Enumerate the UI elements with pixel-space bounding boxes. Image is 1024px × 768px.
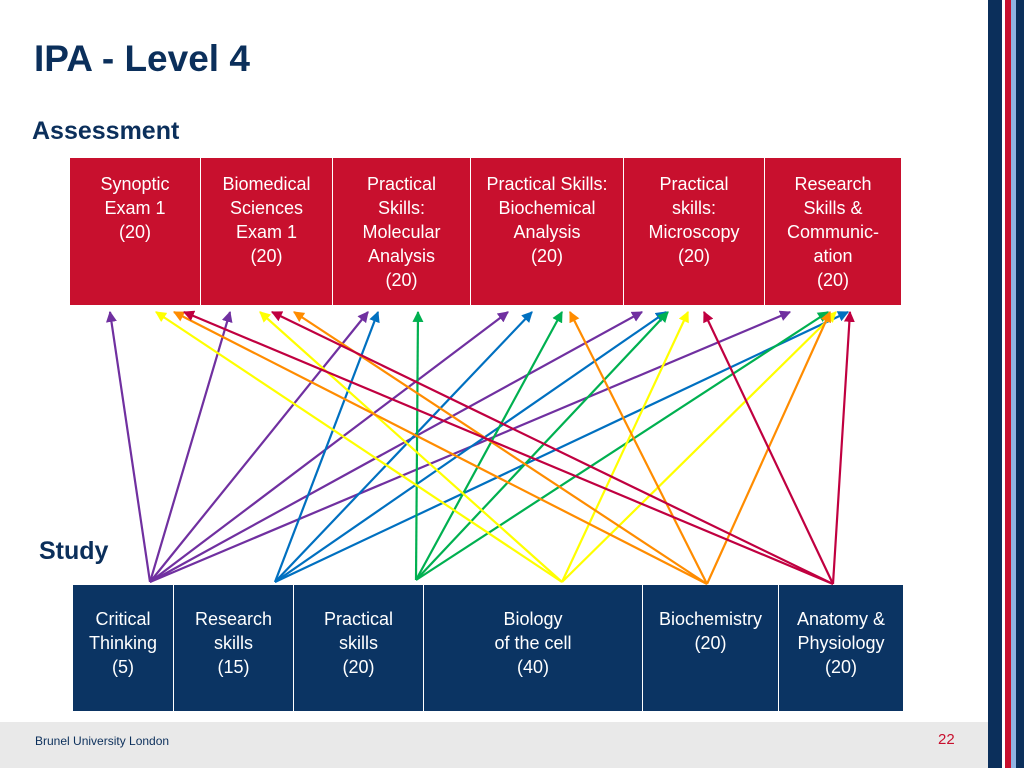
assessment-box-biochemical: Practical Skills: Biochemical Analysis (… [471, 158, 624, 305]
study-box-critical-thinking: Critical Thinking (5) [73, 585, 174, 711]
study-heading: Study [39, 537, 109, 565]
arrow-practical-to-microscopy [415, 311, 669, 581]
assessment-box-microscopy: Practical skills: Microscopy (20) [624, 158, 765, 305]
arrow-critical-to-biomedical [148, 310, 233, 583]
study-box-biochemistry: Biochemistry (20) [643, 585, 779, 711]
assessment-band: Synoptic Exam 1 (20) Biomedical Sciences… [70, 158, 901, 305]
arrow-practical-to-molecular [412, 310, 424, 581]
arrow-practical-to-research_comm [415, 311, 829, 581]
assessment-box-synoptic: Synoptic Exam 1 (20) [70, 158, 201, 305]
arrow-critical-to-synoptic [106, 310, 152, 583]
arrow-research-to-research_comm [274, 311, 849, 583]
arrow-biology-to-research_comm [561, 311, 837, 583]
edge-stripe-1 [988, 0, 1002, 768]
edge-stripe-3 [1005, 0, 1011, 768]
study-box-biology-of-the-cell: Biology of the cell (40) [424, 585, 643, 711]
study-box-practical-skills: Practical skills (20) [294, 585, 424, 711]
arrow-biochemistry-to-synoptic [173, 311, 708, 585]
footer-bar [0, 722, 988, 768]
arrow-critical-to-molecular [149, 311, 369, 583]
study-band: Critical Thinking (5) Research skills (1… [73, 585, 903, 711]
arrow-biology-to-biomedical [259, 311, 563, 583]
arrow-anatomy-to-microscopy [703, 311, 834, 585]
arrow-research-to-biochemical [274, 311, 533, 583]
slide-title: IPA - Level 4 [34, 38, 250, 79]
arrow-anatomy-to-research_comm [831, 310, 855, 585]
arrow-critical-to-microscopy [149, 311, 643, 583]
edge-stripe-2 [1002, 0, 1005, 768]
assessment-box-research-communication: Research Skills & Communic- ation (20) [786, 174, 879, 290]
arrow-practical-to-biochemical [415, 311, 563, 581]
assessment-box-biomedical: Biomedical Sciences Exam 1 (20) [201, 158, 333, 305]
assessment-box-molecular: Practical Skills: Molecular Analysis (20… [333, 158, 471, 305]
arrow-biology-to-microscopy [561, 311, 689, 583]
study-box-research-skills: Research skills (15) [174, 585, 294, 711]
arrow-anatomy-to-synoptic [182, 310, 834, 586]
arrow-biology-to-synoptic [155, 311, 563, 583]
arrow-biochemistry-to-biochemical [569, 311, 708, 585]
footer-text: Brunel University London [35, 734, 170, 748]
assessment-heading: Assessment [32, 117, 180, 145]
arrow-critical-to-biochemical [149, 311, 509, 583]
arrow-anatomy-to-biomedical [271, 311, 834, 585]
edge-stripe-5 [1016, 0, 1024, 768]
arrow-research-to-microscopy [274, 311, 667, 583]
arrow-biochemistry-to-biomedical [293, 311, 708, 585]
edge-stripe-4 [1011, 0, 1016, 768]
page-number: 22 [938, 731, 955, 748]
study-box-anatomy-physiology: Anatomy & Physiology (20) [796, 609, 886, 677]
